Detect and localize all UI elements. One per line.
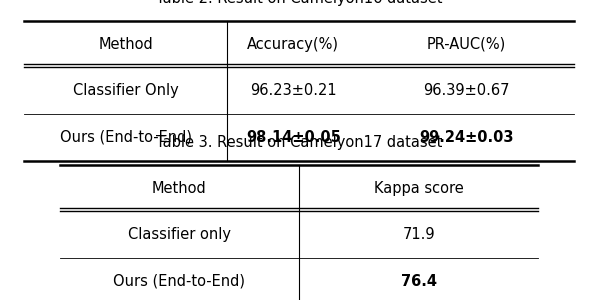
Text: Ours (End-to-End): Ours (End-to-End) <box>60 130 192 145</box>
Text: 98.14±0.05: 98.14±0.05 <box>246 130 341 145</box>
Text: 96.23±0.21: 96.23±0.21 <box>250 83 337 98</box>
Text: Method: Method <box>98 37 153 52</box>
Text: 99.24±0.03: 99.24±0.03 <box>419 130 514 145</box>
Text: Method: Method <box>152 181 207 196</box>
Text: Table 2. Result on Camelyon16 dataset: Table 2. Result on Camelyon16 dataset <box>155 0 443 6</box>
Text: 96.39±0.67: 96.39±0.67 <box>423 83 510 98</box>
Text: 71.9: 71.9 <box>402 227 435 242</box>
Text: 76.4: 76.4 <box>401 274 437 289</box>
Text: Kappa score: Kappa score <box>374 181 463 196</box>
Text: Classifier only: Classifier only <box>128 227 231 242</box>
Text: PR-AUC(%): PR-AUC(%) <box>427 37 507 52</box>
Text: Ours (End-to-End): Ours (End-to-End) <box>114 274 245 289</box>
Text: Table 3. Result on Camelyon17 dataset: Table 3. Result on Camelyon17 dataset <box>156 135 442 150</box>
Text: Classifier Only: Classifier Only <box>73 83 179 98</box>
Text: Accuracy(%): Accuracy(%) <box>248 37 339 52</box>
